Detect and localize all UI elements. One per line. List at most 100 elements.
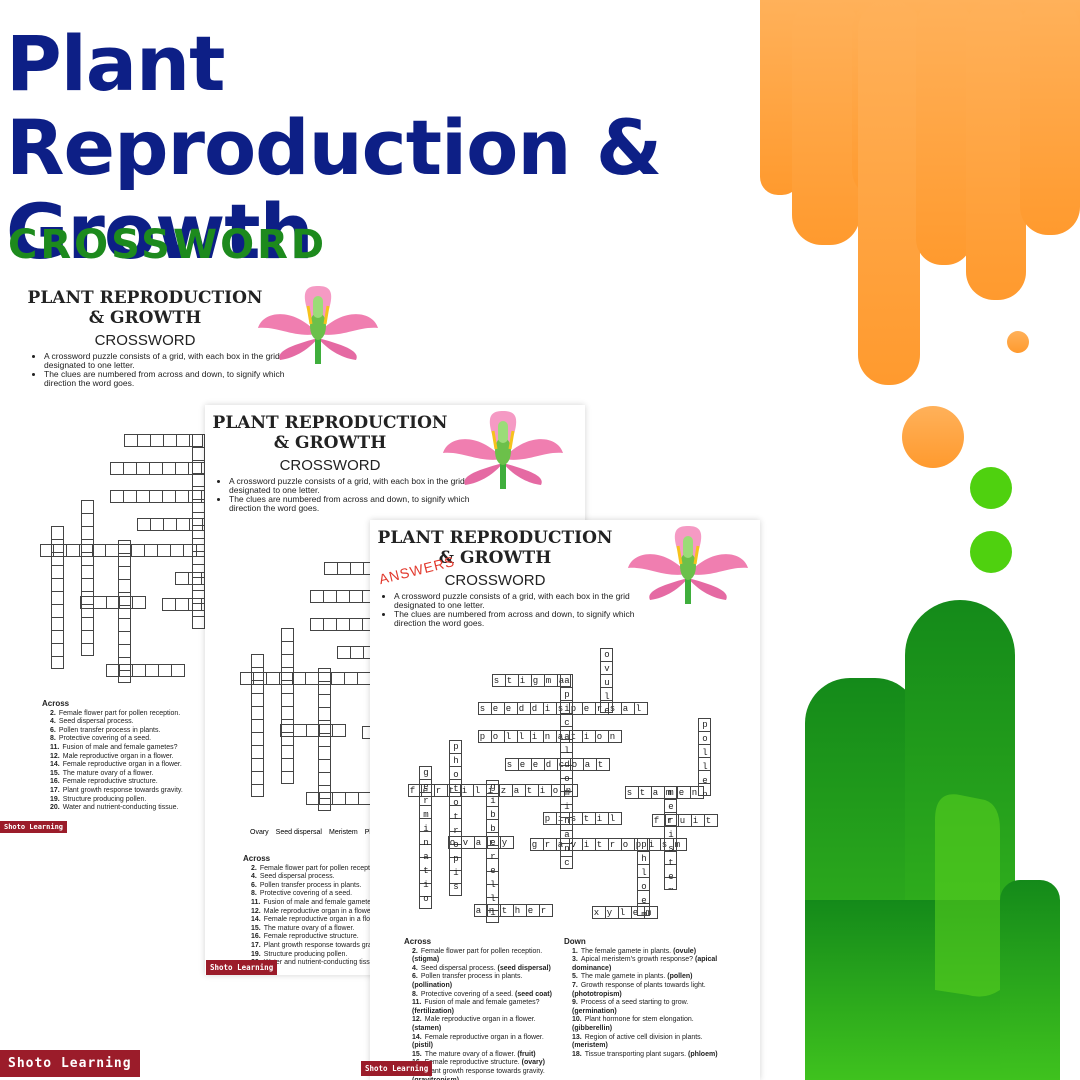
clue: 8. Protective covering of a seed. (seed c… [404,991,562,1000]
clue-number: 10. [572,1016,582,1024]
clue-number: 4. [251,873,257,881]
clue: 12. Male reproductive organ in a flower. [42,753,242,762]
down-clues: Down 1. The female gamete in plants. (ovu… [564,937,722,1060]
instructions: A crossword puzzle consists of a grid, w… [20,352,294,388]
clue-text: Protective covering of a seed. [259,890,353,898]
clue-number: 1. [572,947,578,955]
clue-number: 11. [251,898,261,906]
clue-answer: (stamen) [412,1024,442,1032]
clues-heading: Across [243,854,271,863]
clue: 19. Structure producing pollen. [42,796,242,805]
sheet-subtitle: CROSSWORD [279,457,381,474]
blank-word [192,434,205,629]
main-title: Plant Reproduction & Growth [6,19,662,276]
clues-heading: Across [404,937,432,946]
clue: 18. Tissue transporting plant sugars. (ph… [564,1051,722,1060]
worksheet-page: PLANT REPRODUCTION & GROWTH ANSWERS CROS… [370,520,760,1080]
clue-number: 20. [50,804,60,812]
clue-text: Growth response of plants towards light. [580,981,706,989]
clue-text: Female flower part for pollen reception. [58,709,181,717]
clue: 4. Seed dispersal process. [243,873,443,882]
blank-word [318,668,331,811]
answer-word: phloem [637,838,650,916]
clue-answer: (ovary) [521,1059,545,1067]
clue-answer: (pistil) [412,1042,433,1050]
clue-text: Seed dispersal process. [58,718,134,726]
clue: 10. Plant hormone for stem elongation. (g… [564,1016,722,1033]
clue-text: Female reproductive structure. [424,1059,520,1067]
clue-number: 4. [50,718,56,726]
clue-number: 12. [412,1016,422,1024]
clue-number: 17. [251,941,261,949]
answer-word: phototropism [449,740,462,896]
clue: 11. Fusion of male and female gametes? [243,899,443,908]
clue: 15. The mature ovary of a flower. [42,770,242,779]
answer-word: meristem [664,786,677,890]
green-shape [805,600,1060,1080]
clue-number: 17. [50,786,60,794]
clue: 15. The mature ovary of a flower. [243,925,443,934]
main-subtitle: CROSSWORD [8,222,328,268]
blank-word [281,628,294,784]
clue-text: Female reproductive structure. [263,933,359,941]
clue-number: 14. [251,916,261,924]
clue: 2. Female flower part for pollen receptio… [42,710,242,719]
clue-number: 11. [412,999,422,1007]
answer-word: gibberellin [486,780,499,923]
clue-number: 15. [251,924,261,932]
clue: 6. Pollen transfer process in plants. [42,727,242,736]
clue-number: 16. [251,933,261,941]
clue: 12. Male reproductive organ in a flower. [243,908,443,917]
clue-number: 6. [251,881,257,889]
instructions: A crossword puzzle consists of a grid, w… [205,477,479,513]
clue-text: Fusion of male and female gametes? [62,743,178,751]
clue-text: Plant growth response towards gravity. [263,941,384,949]
clue: 14. Female reproductive organ in a flower… [243,916,443,925]
clue-text: Plant growth response towards gravity. [62,786,183,794]
clue-number: 2. [412,947,418,955]
clue: 14. Female reproductive organ in a flower… [404,1034,562,1051]
clue-number: 12. [251,907,261,915]
clue-answer: (fertilization) [412,1007,454,1015]
clue-answer: (stigma) [412,956,440,964]
sheet-subtitle: CROSSWORD [94,332,196,349]
clue-text: Fusion of male and female gametes? [424,999,540,1007]
clue-text: Region of active cell division in plants… [584,1033,703,1041]
clue-number: 3. [572,956,578,964]
clue-number: 15. [412,1050,422,1058]
clue-answer: (germination) [572,1007,617,1015]
blank-word [51,526,64,669]
clue-number: 2. [50,709,56,717]
answer-word: seedcoat [505,758,610,771]
clue-text: Apical meristem's growth response? [580,956,694,964]
clue-text: Female reproductive organ in a flower. [62,761,182,769]
clue-number: 16. [50,778,60,786]
clue-answer: (apical dominance) [572,956,718,972]
clue-number: 2. [251,864,257,872]
answer-word: pistil [543,812,622,825]
clue-answer: (gibberellin) [572,1024,613,1032]
clue-text: Protective covering of a seed. [420,990,514,998]
clue-number: 6. [50,726,56,734]
clue-text: Female flower part for pollen reception. [420,947,543,955]
green-dots [970,467,1012,573]
clue-text: The mature ovary of a flower. [263,924,355,932]
blank-word [118,540,131,683]
blank-word [81,500,94,656]
clue-number: 8. [251,890,257,898]
clue-text: Female flower part for pollen reception. [259,864,382,872]
clue-number: 11. [50,743,60,751]
clue-text: The female gamete in plants. [580,947,672,955]
instruction: The clues are numbered from across and d… [229,495,479,513]
clues-heading: Down [564,937,586,946]
clue: 16. Female reproductive structure. [42,778,242,787]
clue: 4. Seed dispersal process. [42,718,242,727]
clue: 6. Pollen transfer process in plants. [243,882,443,891]
instruction: A crossword puzzle consists of a grid, w… [229,477,479,495]
instruction: A crossword puzzle consists of a grid, w… [394,592,644,610]
clue-text: Process of a seed starting to grow. [580,999,689,1007]
clue: 11. Fusion of male and female gametes? (f… [404,999,562,1016]
clue-answer: (pollen) [667,973,693,981]
